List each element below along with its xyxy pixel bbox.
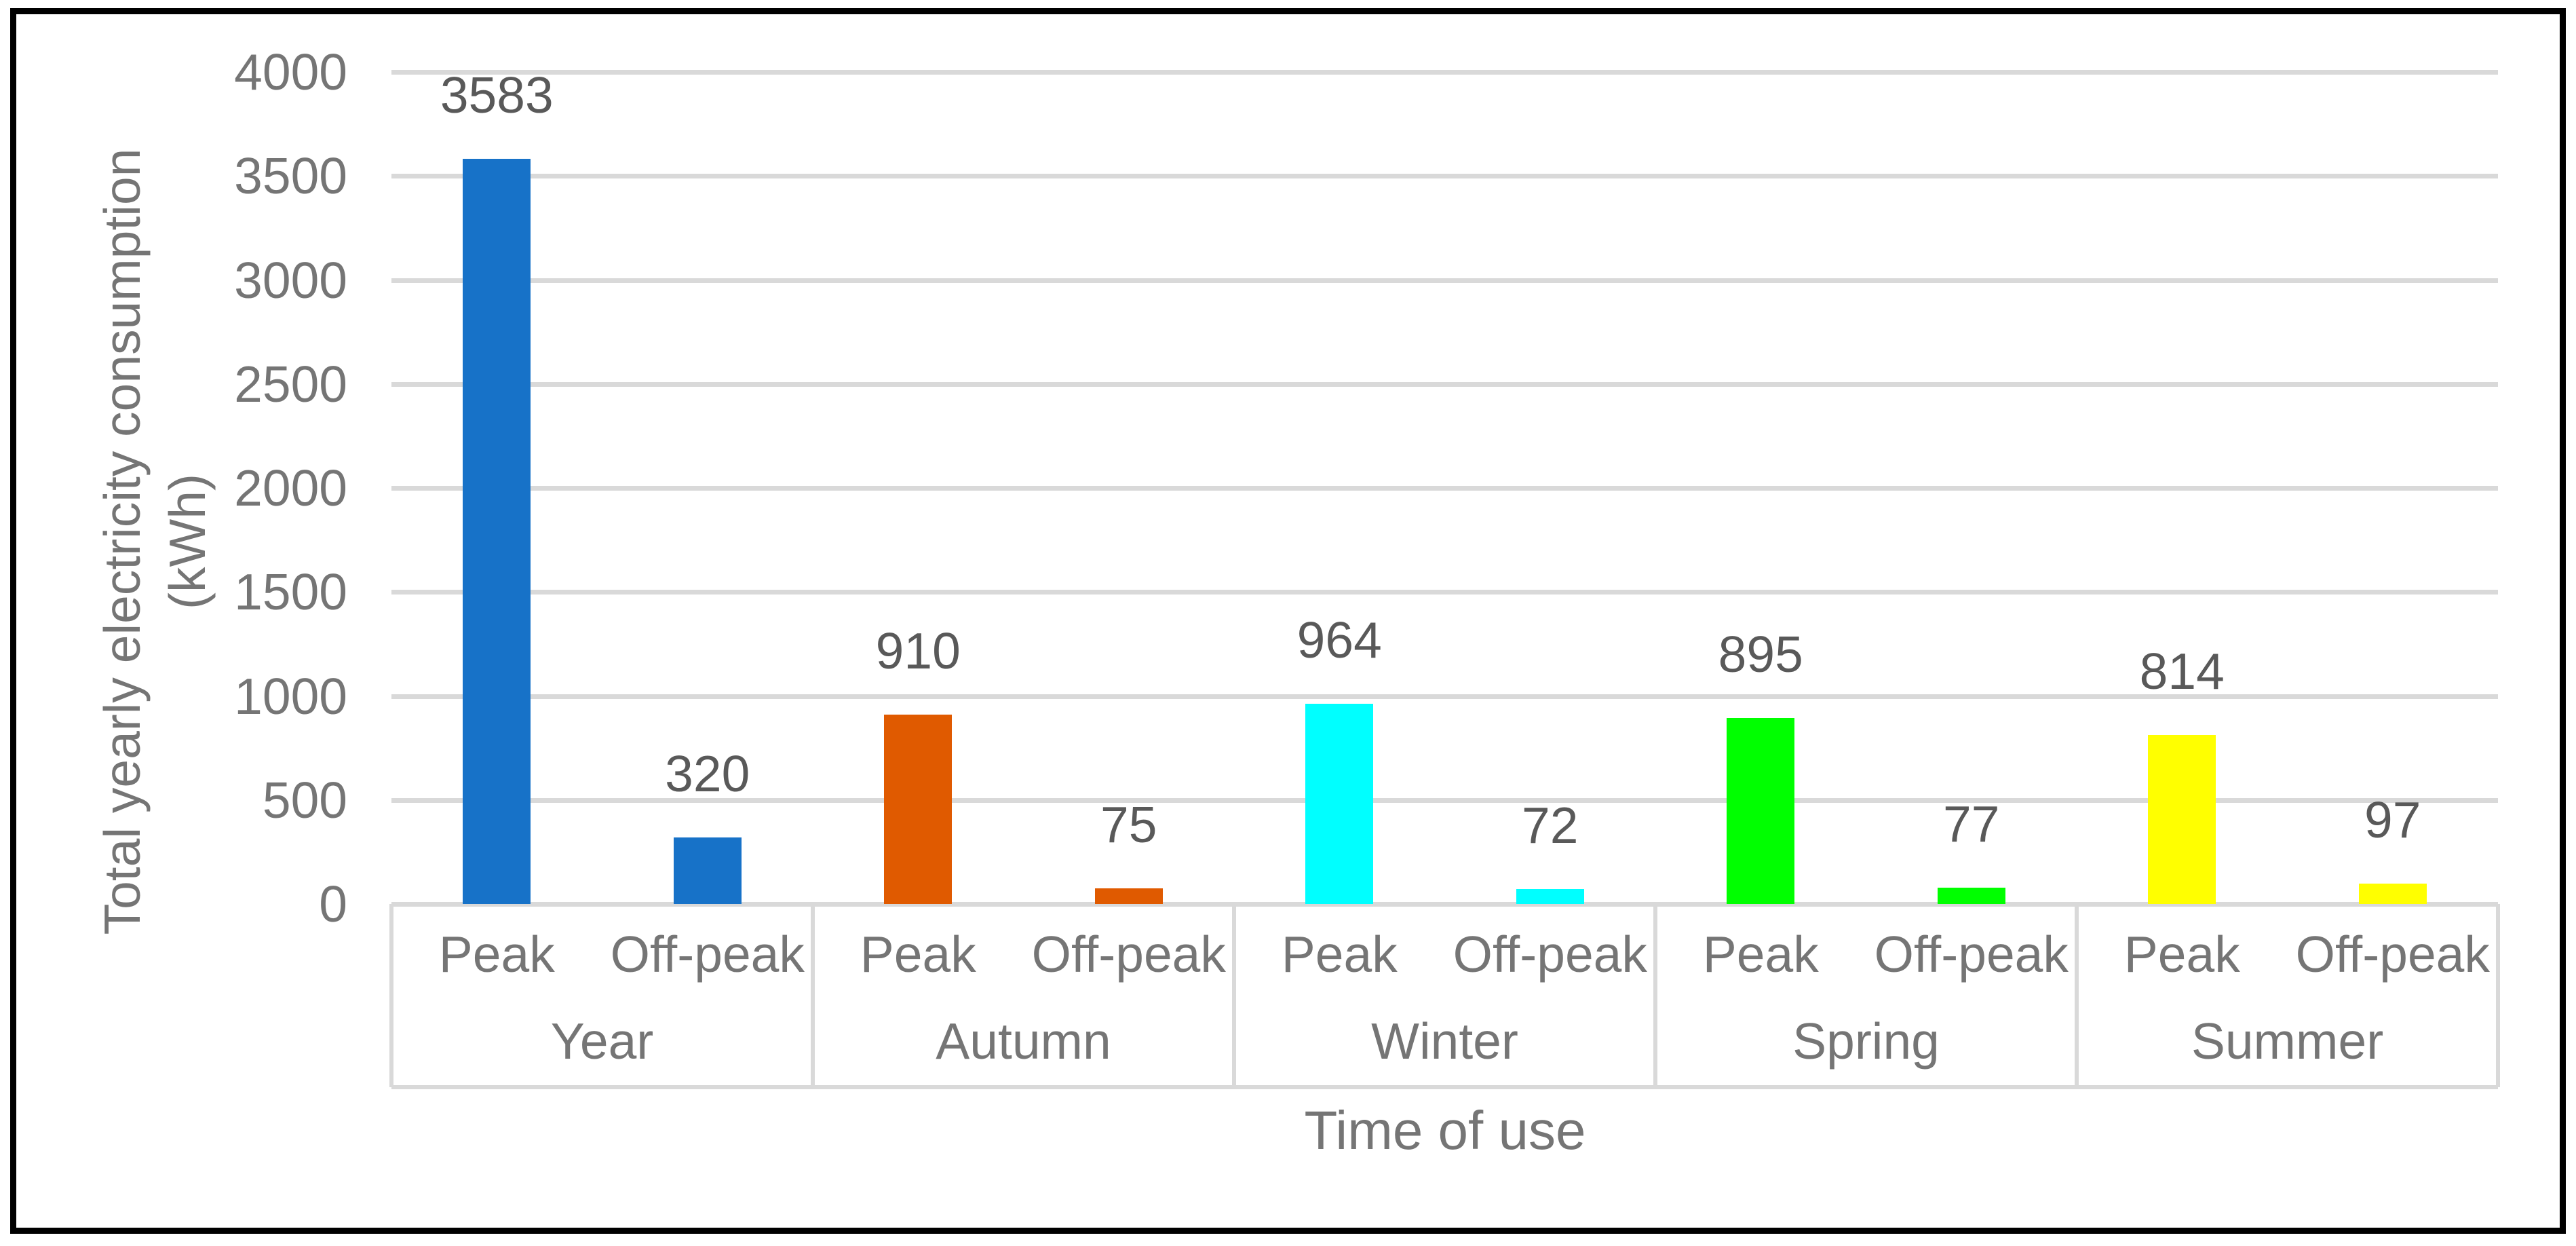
y-tick-label: 4000	[234, 43, 347, 100]
bar-value-label: 97	[2364, 791, 2421, 849]
x-tick-label: Peak	[1281, 926, 1398, 983]
y-tick-label: 2500	[234, 355, 347, 413]
x-axis-line	[391, 902, 2498, 907]
chart-border-frame	[10, 8, 2566, 1234]
category-divider	[2075, 904, 2079, 1087]
x-tick-label: Peak	[860, 926, 976, 983]
y-tick-label: 1000	[234, 667, 347, 725]
bar	[884, 715, 953, 904]
bar	[1094, 888, 1163, 904]
category-group-label: Summer	[2191, 1013, 2384, 1070]
x-tick-label: Off-peak	[2295, 926, 2490, 983]
bar-value-label: 75	[1100, 796, 1157, 853]
bar-value-label: 964	[1296, 611, 1382, 668]
x-tick-label: Peak	[438, 926, 555, 983]
category-divider	[811, 904, 815, 1087]
y-tick-label: 3500	[234, 147, 347, 205]
x-tick-label: Off-peak	[1874, 926, 2069, 983]
category-divider	[1653, 904, 1657, 1087]
bar	[2358, 884, 2427, 904]
y-tick-label: 1500	[234, 563, 347, 621]
bar	[1937, 888, 2005, 904]
bar	[673, 837, 742, 904]
x-tick-label: Peak	[2123, 926, 2240, 983]
x-tick-label: Off-peak	[1031, 926, 1226, 983]
gridline	[391, 590, 2498, 595]
category-group-label: Autumn	[936, 1013, 1111, 1070]
bar	[2148, 734, 2216, 904]
x-tick-label: Off-peak	[610, 926, 805, 983]
gridline	[391, 797, 2498, 803]
x-tick-label: Peak	[1702, 926, 1819, 983]
category-divider	[1232, 904, 1236, 1087]
gridline	[391, 694, 2498, 699]
gridline	[391, 381, 2498, 387]
bar-value-label: 814	[2139, 642, 2225, 700]
bar-value-label: 895	[1718, 625, 1803, 683]
gridline	[391, 70, 2498, 75]
x-axis-title: Time of use	[1304, 1100, 1586, 1160]
bar-value-label: 910	[875, 622, 961, 680]
y-tick-label: 3000	[234, 251, 347, 309]
category-group-label: Spring	[1792, 1013, 1940, 1070]
bar	[1727, 717, 1795, 904]
category-divider	[389, 904, 393, 1087]
gridline	[391, 486, 2498, 491]
bar	[1516, 888, 1584, 904]
bar-value-label: 320	[665, 744, 750, 802]
category-divider	[2496, 904, 2500, 1087]
y-tick-label: 500	[262, 771, 347, 829]
bar-value-label: 77	[1943, 795, 2000, 853]
y-tick-label: 0	[319, 875, 347, 932]
bar	[1305, 703, 1374, 904]
y-tick-label: 2000	[234, 459, 347, 516]
bar-value-label: 72	[1522, 796, 1579, 854]
bar	[463, 158, 531, 904]
gridline	[391, 278, 2498, 283]
category-group-label: Winter	[1371, 1013, 1518, 1070]
x-tick-label: Off-peak	[1453, 926, 1647, 983]
category-table-bottom-border	[391, 1085, 2498, 1089]
category-group-label: Year	[550, 1013, 654, 1070]
bar-value-label: 3583	[440, 66, 554, 124]
gridline	[391, 174, 2498, 179]
